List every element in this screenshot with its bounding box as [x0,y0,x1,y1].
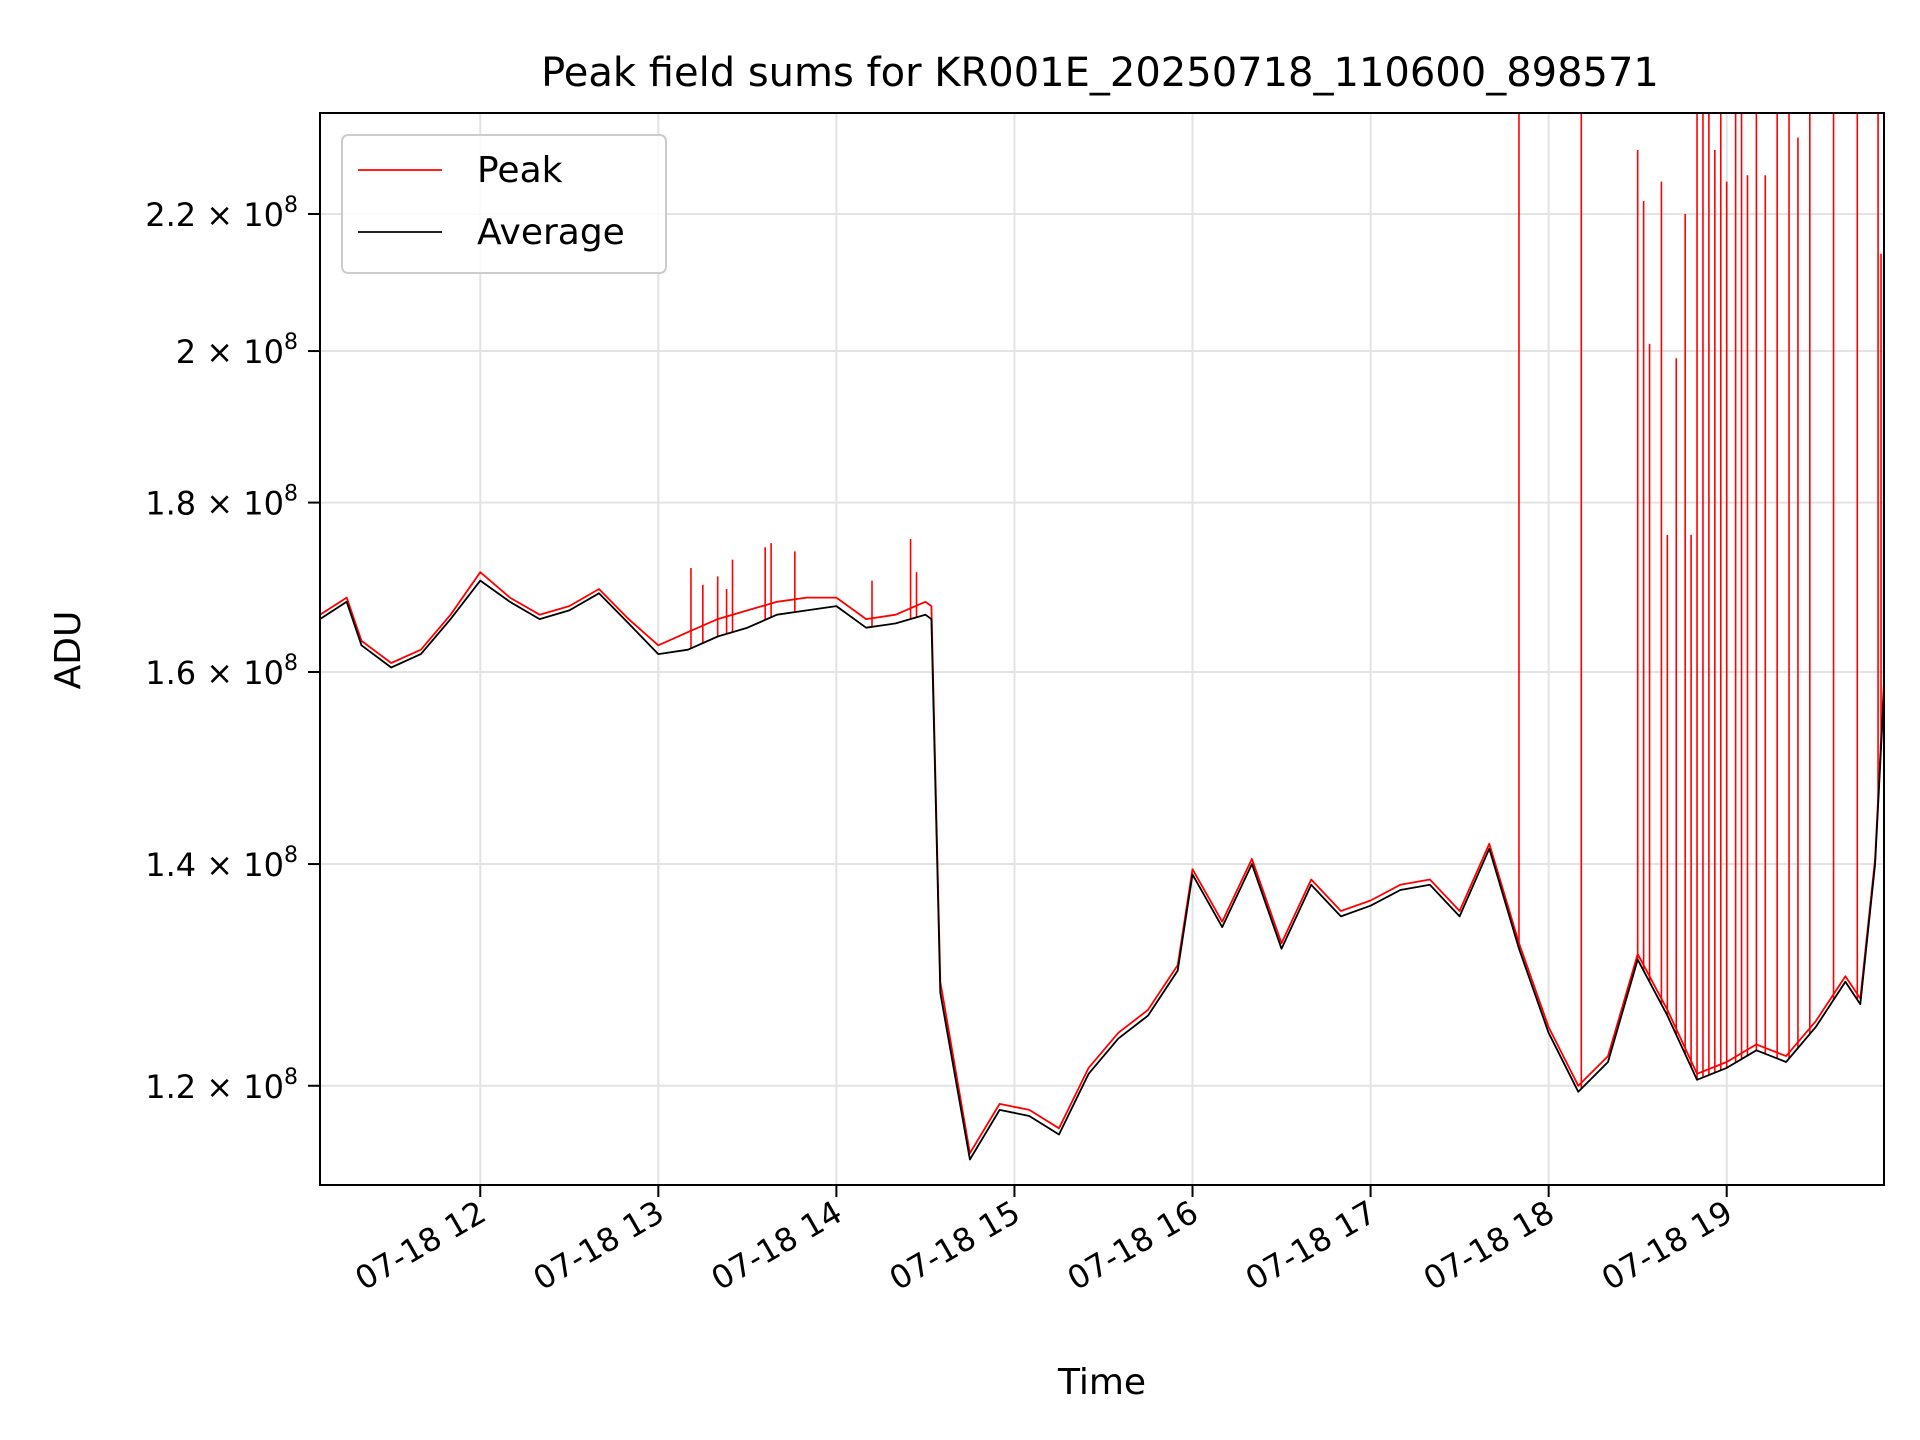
legend-label-peak: Peak [477,150,563,191]
y-tick-exponent: 8 [284,482,298,507]
y-tick-exponent: 8 [284,651,298,676]
y-tick-exponent: 8 [284,193,298,218]
x-axis-label: Time [1057,1362,1146,1403]
legend-label-average: Average [477,212,625,253]
y-tick-exponent: 8 [284,1065,298,1090]
y-tick-label: 1.2 × 108 [145,1065,298,1106]
y-tick-label: 1.8 × 108 [145,482,298,523]
y-tick-mantissa: 1.2 × 10 [145,1068,284,1106]
y-tick-label: 1.6 × 108 [145,651,298,692]
y-tick-mantissa: 1.4 × 10 [145,846,284,884]
chart-title: Peak field sums for KR001E_20250718_1106… [541,50,1659,96]
y-tick-mantissa: 1.8 × 10 [145,485,284,523]
y-tick-label: 2.2 × 108 [145,193,298,234]
y-tick-exponent: 8 [284,843,298,868]
y-axis-label: ADU [48,611,89,690]
y-tick-mantissa: 2 × 10 [176,333,284,371]
series-layer [320,113,1884,1161]
legend: Peak Average [341,134,667,274]
y-tick-mantissa: 2.2 × 10 [145,196,284,234]
y-tick-mantissa: 1.6 × 10 [145,654,284,692]
y-tick-label: 2 × 108 [176,330,298,371]
y-tick-label: 1.4 × 108 [145,843,298,884]
series-line-peak [320,571,1884,1155]
y-tick-exponent: 8 [284,330,298,355]
plot-frame [319,112,1885,1186]
series-line-average [320,579,1884,1161]
